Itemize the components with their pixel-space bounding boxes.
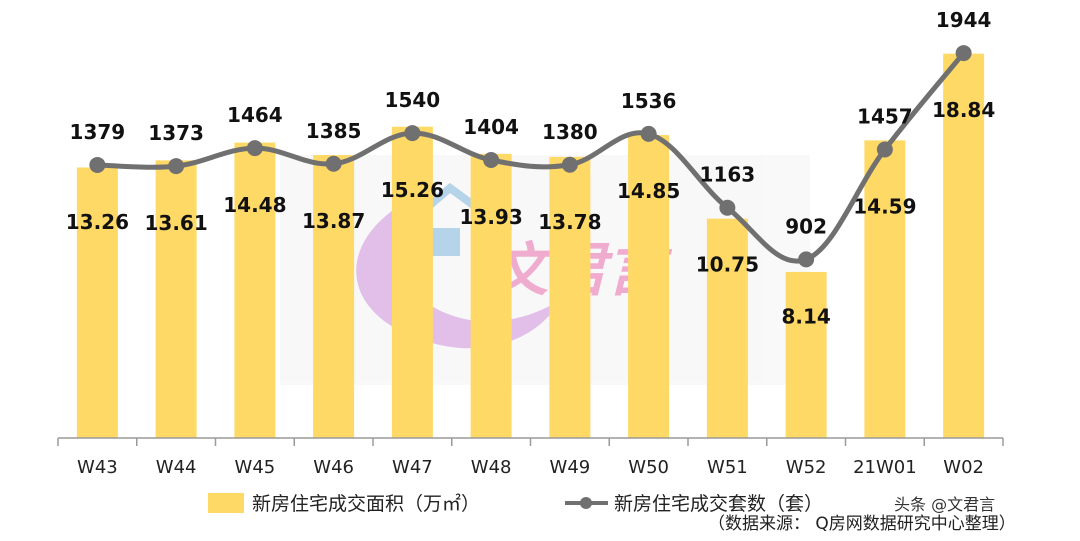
x-axis — [57, 437, 1004, 446]
bar-W50 — [628, 135, 670, 438]
bar-W52 — [785, 271, 827, 438]
x-tick-label-W51: W51 — [707, 457, 748, 478]
line-label-21W01: 1457 — [857, 105, 913, 129]
bar-data-labels: 13.26 13.61 14.48 13.87 15.26 13.93 13.78 14.85… — [66, 98, 996, 328]
x-tick-label-W48: W48 — [471, 457, 512, 478]
bar-W43 — [76, 167, 118, 438]
bar-label-W51: 10.75 — [696, 253, 759, 277]
source-note: （数据来源： Q房网数据研究中心整理） — [708, 514, 1016, 534]
bar-W46 — [313, 155, 355, 438]
line-point-W43 — [89, 156, 106, 173]
line-point-W02 — [955, 45, 972, 62]
line-point-W50 — [640, 125, 657, 142]
line-label-W52: 902 — [785, 214, 827, 238]
bar-series — [76, 53, 985, 439]
line-point-W44 — [168, 158, 185, 175]
bar-W48 — [470, 153, 512, 438]
x-tick-label-W02: W02 — [943, 457, 984, 478]
bar-label-W46: 13.87 — [302, 209, 365, 233]
x-tick-label-W47: W47 — [392, 457, 433, 478]
line-label-W49: 1380 — [542, 120, 598, 144]
bar-W02 — [943, 53, 985, 438]
bar-label-W50: 14.85 — [617, 179, 680, 203]
line-series — [89, 45, 972, 268]
bar-label-W45: 14.48 — [223, 193, 286, 217]
line-label-W50: 1536 — [621, 89, 677, 113]
line-label-W48: 1404 — [463, 115, 519, 139]
x-tick-label-W50: W50 — [628, 457, 669, 478]
x-tick-label-W45: W45 — [235, 457, 276, 478]
line-point-W45 — [246, 140, 263, 157]
legend-bar-swatch — [208, 493, 244, 513]
legend: 新房住宅成交面积（万㎡） 新房住宅成交套数（套） — [208, 492, 823, 515]
x-tick-label-21W01: 21W01 — [853, 457, 917, 478]
x-tick-label-W49: W49 — [550, 457, 591, 478]
bar-21W01 — [864, 140, 906, 438]
bar-W44 — [155, 160, 197, 438]
legend-line-label: 新房住宅成交套数（套） — [614, 493, 823, 515]
bar-label-W44: 13.61 — [144, 211, 207, 235]
x-tick-label-W44: W44 — [156, 457, 197, 478]
bar-label-21W01: 14.59 — [853, 195, 916, 219]
bar-W51 — [706, 218, 748, 438]
line-data-labels: 1379 1373 1464 1385 1540 1404 1380 1536 1163 902 1… — [70, 8, 992, 238]
line-label-W43: 1379 — [70, 120, 126, 144]
bar-W47 — [391, 126, 433, 439]
line-point-W52 — [798, 251, 815, 268]
bar-W49 — [549, 156, 591, 438]
bar-label-W52: 8.14 — [781, 304, 830, 328]
line-label-W44: 1373 — [148, 121, 204, 145]
bar-label-W49: 13.78 — [538, 210, 601, 234]
bar-label-W43: 13.26 — [66, 210, 129, 234]
logo-window-shape — [432, 228, 460, 256]
bar-W45 — [234, 142, 276, 438]
bar-label-W02: 18.84 — [932, 98, 995, 122]
line-point-W49 — [561, 156, 578, 173]
platform-watermark-text: 头条 @文君言 — [894, 495, 995, 514]
line-point-21W01 — [876, 141, 893, 158]
legend-line-marker — [580, 497, 592, 509]
line-point-W46 — [325, 155, 342, 172]
x-tick-label-W43: W43 — [77, 457, 118, 478]
line-label-W45: 1464 — [227, 103, 283, 127]
x-axis-tick-labels: W43 W44 W45 W46 W47 W48 W49 W50 W51 W52 21W01 W02 — [77, 457, 984, 478]
line-label-W51: 1163 — [700, 163, 756, 187]
x-tick-label-W46: W46 — [313, 457, 354, 478]
line-label-W02: 1944 — [936, 8, 992, 32]
line-label-W46: 1385 — [306, 119, 362, 143]
legend-bar-label: 新房住宅成交面积（万㎡） — [252, 492, 480, 515]
x-tick-label-W52: W52 — [786, 457, 827, 478]
line-point-W51 — [719, 199, 736, 216]
line-point-W47 — [404, 125, 421, 142]
line-point-W48 — [483, 152, 500, 169]
bar-label-W47: 15.26 — [381, 178, 444, 202]
bar-label-W48: 13.93 — [459, 205, 522, 229]
line-label-W47: 1540 — [385, 88, 441, 112]
